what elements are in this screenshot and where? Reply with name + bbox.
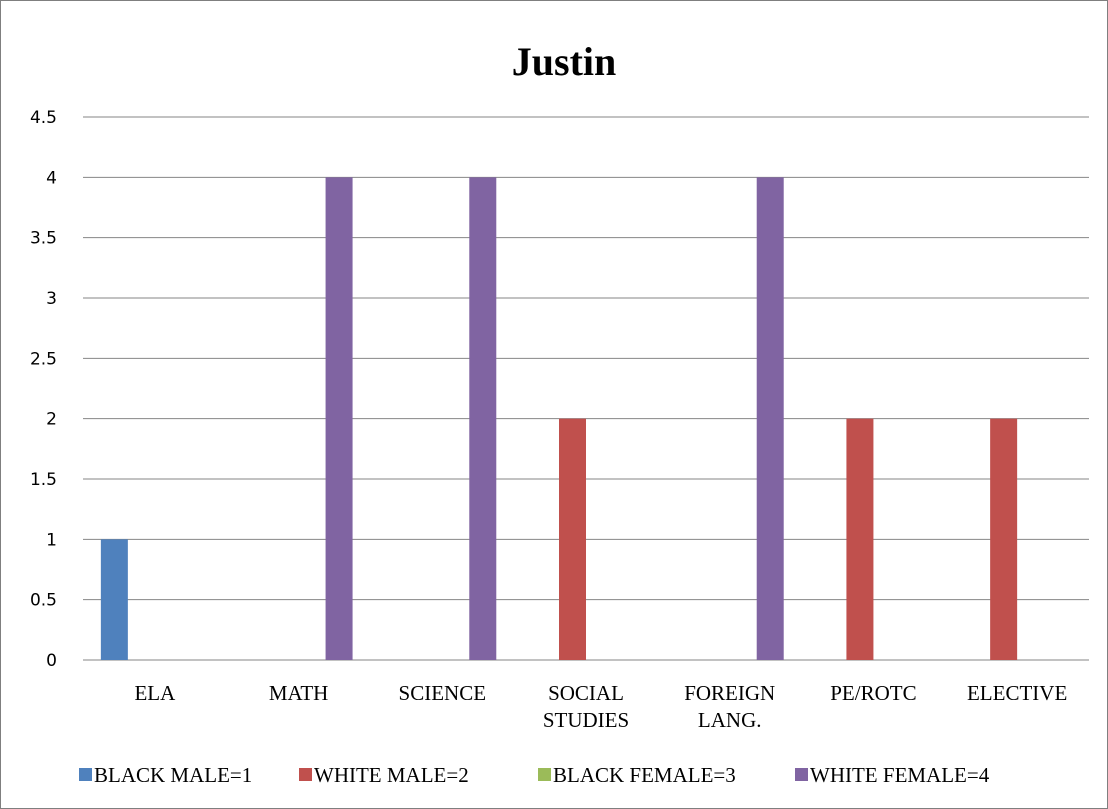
legend-label: BLACK FEMALE=3	[553, 763, 736, 787]
x-axis-ticks: ELA MATH SCIENCE SOCIAL STUDIES FOREIGN LANG. P…	[134, 681, 1067, 732]
bar	[469, 177, 497, 661]
legend-label: BLACK MALE=1	[94, 763, 252, 787]
bar	[100, 539, 128, 660]
y-tick-label: 0.5	[30, 591, 57, 611]
bar	[559, 418, 586, 660]
x-tick-label: PE/ROTC	[830, 681, 916, 705]
y-tick-label: 3	[46, 289, 57, 309]
legend-swatch	[79, 768, 92, 781]
y-axis-ticks: 0 0.5 1 1.5 2 2.5 3 3.5 4 4.5	[30, 108, 57, 671]
chart-title: Justin	[512, 39, 617, 84]
legend-swatch	[299, 768, 312, 781]
y-tick-label: 2	[46, 410, 57, 430]
bar	[325, 177, 353, 661]
x-tick-label: SCIENCE	[399, 681, 487, 705]
x-tick-label: LANG.	[698, 708, 762, 732]
y-tick-label: 3.5	[30, 229, 57, 249]
legend-swatch	[795, 768, 808, 781]
legend-swatch	[538, 768, 551, 781]
legend-label: WHITE MALE=2	[314, 763, 469, 787]
y-tick-label: 2.5	[30, 349, 57, 369]
y-tick-label: 1.5	[30, 470, 57, 490]
legend-label: WHITE FEMALE=4	[810, 763, 990, 787]
x-tick-label: ELECTIVE	[967, 681, 1067, 705]
y-tick-label: 0	[46, 651, 57, 671]
x-tick-label: STUDIES	[543, 708, 629, 732]
x-tick-label: FOREIGN	[684, 681, 775, 705]
bar	[756, 177, 784, 661]
y-tick-label: 1	[46, 530, 57, 550]
bar	[990, 418, 1018, 660]
x-tick-label: SOCIAL	[548, 681, 624, 705]
y-tick-label: 4	[46, 168, 57, 188]
x-tick-label: ELA	[134, 681, 176, 705]
bar	[846, 418, 874, 660]
x-tick-label: MATH	[269, 681, 329, 705]
bars	[100, 177, 1018, 661]
legend: BLACK MALE=1 WHITE MALE=2 BLACK FEMALE=3 WH…	[79, 763, 990, 787]
y-tick-label: 4.5	[30, 108, 57, 128]
